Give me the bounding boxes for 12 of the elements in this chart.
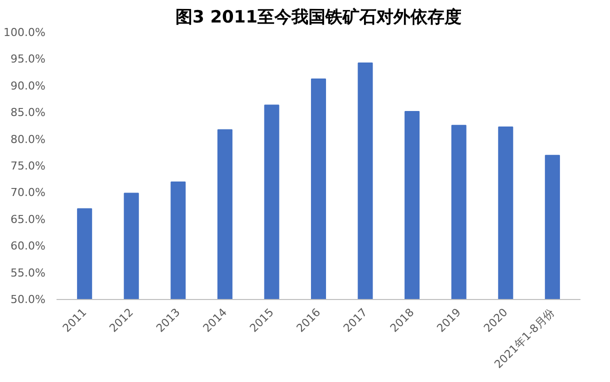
- y-tick-label: 75.0%: [10, 160, 46, 172]
- y-tick-label: 100.0%: [4, 26, 46, 39]
- y-tick-label: 95.0%: [10, 52, 46, 66]
- y-tick-label: 50.0%: [10, 293, 46, 306]
- y-tick-label: 70.0%: [10, 186, 46, 200]
- chart-title: 图3 2011至今我国铁矿石对外依存度: [175, 8, 462, 28]
- y-tick-label: 60.0%: [10, 240, 46, 253]
- y-tick-label: 55.0%: [10, 266, 46, 280]
- y-tick-label: 80.0%: [10, 132, 46, 146]
- y-tick-label: 65.0%: [10, 212, 46, 226]
- y-tick-label: 85.0%: [10, 106, 46, 120]
- y-tick-label: 90.0%: [10, 79, 46, 92]
